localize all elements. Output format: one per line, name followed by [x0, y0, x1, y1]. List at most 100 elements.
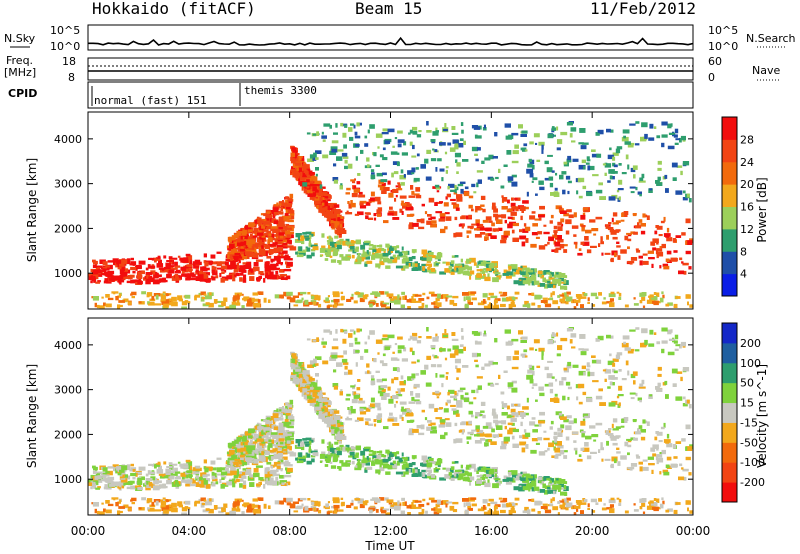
- data-cell: [179, 257, 185, 261]
- data-cell: [151, 264, 155, 267]
- data-cell: [488, 302, 491, 306]
- data-cell: [514, 291, 520, 295]
- data-cell: [479, 438, 486, 441]
- data-cell: [582, 418, 586, 422]
- data-cell: [269, 210, 275, 215]
- data-cell: [208, 302, 214, 308]
- data-cell: [363, 447, 370, 452]
- data-cell: [359, 408, 364, 412]
- data-cell: [458, 430, 462, 433]
- data-cell: [413, 263, 418, 267]
- data-cell: [667, 123, 672, 129]
- data-cell: [338, 303, 344, 306]
- data-cell: [96, 471, 103, 474]
- data-cell: [401, 246, 404, 251]
- data-cell: [612, 442, 618, 446]
- data-cell: [415, 187, 421, 192]
- data-cell: [500, 303, 506, 308]
- data-cell: [428, 264, 432, 268]
- data-cell: [256, 422, 260, 427]
- data-cell: [317, 393, 323, 399]
- data-cell: [289, 193, 294, 199]
- data-cell: [315, 190, 319, 193]
- data-cell: [511, 473, 518, 478]
- data-cell: [277, 239, 283, 242]
- data-cell: [239, 478, 244, 482]
- data-cell: [607, 227, 614, 231]
- data-cell: [387, 386, 391, 391]
- data-cell: [265, 265, 273, 269]
- data-cell: [510, 408, 516, 414]
- data-cell: [298, 177, 302, 182]
- data-cell: [115, 296, 119, 301]
- data-cell: [305, 190, 309, 195]
- data-cell: [560, 223, 564, 227]
- data-cell: [162, 269, 166, 271]
- data-cell: [474, 209, 478, 213]
- data-cell: [507, 216, 513, 220]
- data-cell: [557, 226, 563, 231]
- data-cell: [323, 399, 330, 405]
- data-cell: [340, 435, 347, 440]
- data-cell: [292, 295, 299, 298]
- data-cell: [467, 272, 472, 276]
- data-cell: [418, 306, 424, 309]
- data-cell: [635, 454, 639, 457]
- data-cell: [324, 464, 329, 467]
- data-cell: [665, 464, 670, 468]
- date-title: 11/Feb/2012: [590, 0, 696, 18]
- data-cell: [234, 480, 237, 484]
- data-cell: [214, 267, 217, 272]
- data-cell: [466, 258, 472, 262]
- data-cell: [487, 297, 491, 301]
- data-cell: [184, 479, 189, 484]
- data-cell: [493, 213, 498, 218]
- data-cell: [640, 436, 646, 441]
- data-cell: [468, 410, 473, 415]
- data-cell: [637, 428, 640, 432]
- data-cell: [151, 295, 155, 301]
- data-cell: [241, 439, 247, 442]
- data-cell: [435, 263, 439, 266]
- data-cell: [624, 441, 629, 447]
- data-cell: [278, 438, 285, 442]
- data-cell: [163, 303, 169, 308]
- data-cell: [433, 301, 438, 306]
- data-cell: [666, 227, 670, 233]
- data-cell: [466, 259, 470, 264]
- data-cell: [336, 156, 343, 161]
- data-cell: [682, 161, 690, 166]
- data-cell: [316, 193, 320, 197]
- data-cell: [333, 247, 340, 252]
- data-cell: [160, 299, 167, 303]
- data-cell: [451, 408, 457, 411]
- data-cell: [546, 167, 553, 173]
- data-cell: [334, 427, 339, 432]
- data-cell: [215, 270, 218, 273]
- data-cell: [448, 183, 455, 188]
- data-cell: [521, 130, 528, 134]
- data-cell: [280, 459, 284, 463]
- data-cell: [456, 267, 459, 272]
- data-cell: [476, 429, 480, 432]
- data-cell: [219, 261, 227, 265]
- data-cell: [449, 147, 456, 152]
- data-cell: [314, 404, 321, 409]
- data-cell: [365, 462, 370, 466]
- data-cell: [554, 248, 559, 253]
- data-cell: [319, 247, 326, 253]
- data-cell: [527, 163, 533, 168]
- data-cell: [584, 415, 589, 419]
- data-cell: [573, 306, 577, 309]
- data-cell: [480, 467, 484, 471]
- data-cell: [252, 242, 259, 248]
- data-cell: [188, 473, 192, 479]
- data-cell: [345, 447, 353, 451]
- data-cell: [475, 219, 480, 225]
- data-cell: [430, 422, 436, 426]
- data-cell: [467, 266, 472, 271]
- data-cell: [309, 440, 312, 445]
- data-cell: [243, 242, 250, 247]
- data-cell: [434, 202, 438, 206]
- data-cell: [170, 475, 175, 480]
